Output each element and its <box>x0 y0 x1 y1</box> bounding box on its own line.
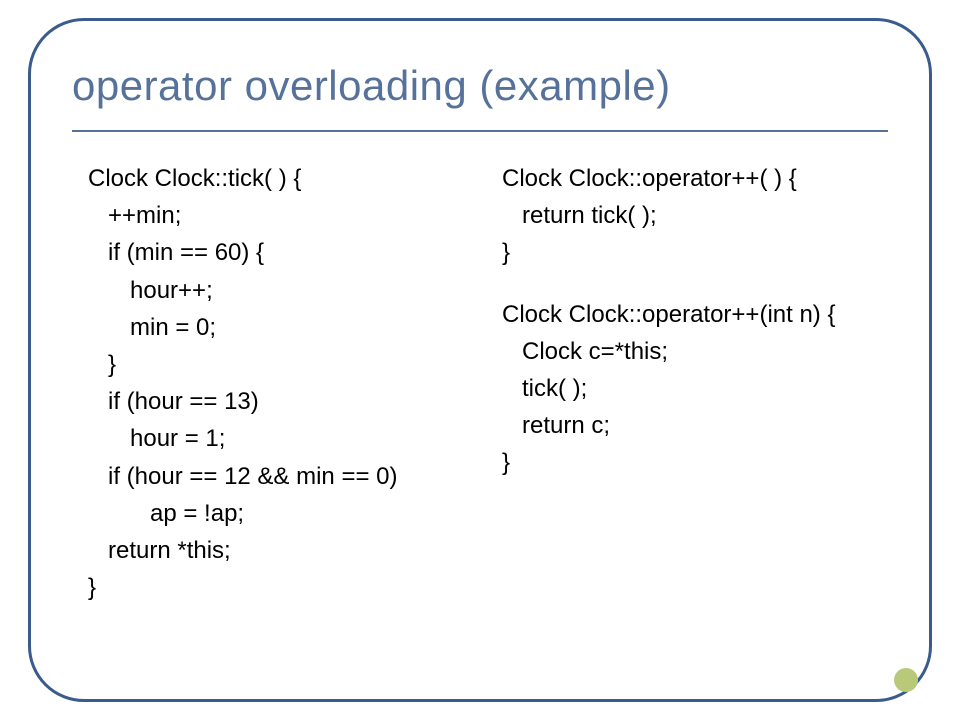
left-code-line: } <box>88 346 458 383</box>
right-code-line: return c; <box>502 407 872 444</box>
left-code-line: } <box>88 569 458 606</box>
left-code-line: if (hour == 13) <box>88 383 458 420</box>
right-code-line: tick( ); <box>502 370 872 407</box>
left-code-line: hour++; <box>88 272 458 309</box>
right-code-line: Clock c=*this; <box>502 333 872 370</box>
left-code-line: hour = 1; <box>88 420 458 457</box>
left-code-line: min = 0; <box>88 309 458 346</box>
left-code-line: if (hour == 12 && min == 0) <box>88 458 458 495</box>
left-code-line: ++min; <box>88 197 458 234</box>
left-code-line: if (min == 60) { <box>88 234 458 271</box>
title-underline <box>72 130 888 132</box>
right-code-line: return tick( ); <box>502 197 872 234</box>
right-code-blank <box>502 272 872 296</box>
right-code-line: Clock Clock::operator++(int n) { <box>502 296 872 333</box>
slide: operator overloading (example) Clock Clo… <box>0 0 960 720</box>
left-code-line: ap = !ap; <box>88 495 458 532</box>
left-code-line: return *this; <box>88 532 458 569</box>
content-columns: Clock Clock::tick( ) {++min;if (min == 6… <box>88 160 872 660</box>
left-code-column: Clock Clock::tick( ) {++min;if (min == 6… <box>88 160 458 660</box>
right-code-line: Clock Clock::operator++( ) { <box>502 160 872 197</box>
right-code-column: Clock Clock::operator++( ) {return tick(… <box>502 160 872 660</box>
accent-dot-icon <box>894 668 918 692</box>
left-code-line: Clock Clock::tick( ) { <box>88 160 458 197</box>
right-code-line: } <box>502 444 872 481</box>
right-code-line: } <box>502 234 872 271</box>
slide-title: operator overloading (example) <box>72 62 888 110</box>
